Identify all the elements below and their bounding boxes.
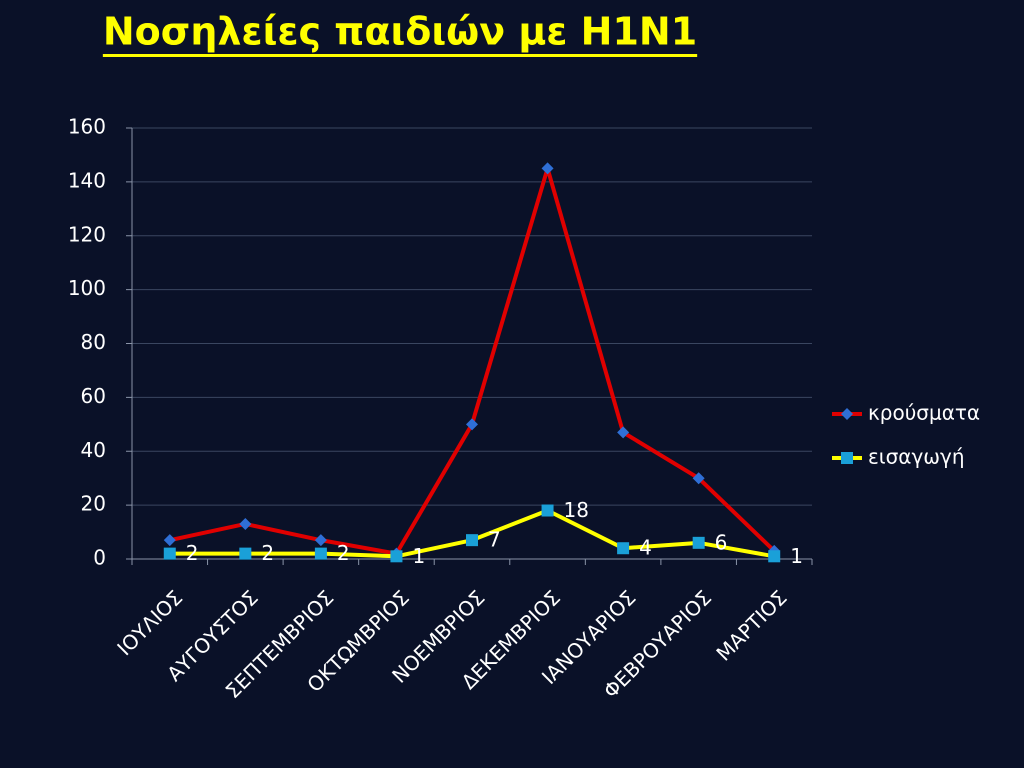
data-label: 1	[790, 544, 803, 568]
data-point	[617, 426, 630, 439]
data-point	[163, 547, 176, 560]
data-label: 6	[715, 530, 728, 554]
y-tick-label: 40	[81, 438, 106, 462]
data-point	[163, 534, 176, 547]
data-label: 18	[564, 498, 589, 522]
y-tick-label: 160	[68, 115, 106, 139]
data-label: 2	[261, 541, 274, 565]
data-point	[541, 504, 554, 517]
data-point	[541, 162, 554, 175]
legend-marker	[841, 452, 853, 464]
data-point	[466, 418, 478, 431]
data-point	[617, 542, 630, 555]
y-tick-label: 140	[68, 168, 106, 192]
legend-label: εισαγωγή	[868, 445, 965, 469]
legend-label: κρούσματα	[868, 401, 980, 425]
data-label: 1	[412, 544, 425, 568]
data-point	[314, 534, 327, 547]
data-point	[768, 550, 781, 563]
chart-title: Νοσηλείες παιδιών με Η1Ν1	[103, 10, 697, 54]
y-tick-label: 120	[68, 222, 106, 246]
y-tick-label: 20	[81, 492, 106, 516]
y-tick-label: 100	[68, 276, 106, 300]
data-label: 2	[186, 541, 199, 565]
data-point	[390, 550, 403, 563]
data-point	[239, 517, 252, 530]
data-label: 4	[639, 536, 652, 560]
data-label: 7	[488, 528, 501, 552]
data-point	[692, 536, 705, 549]
y-tick-label: 60	[81, 384, 106, 408]
data-point	[239, 547, 252, 560]
data-label: 2	[337, 541, 350, 565]
y-tick-label: 0	[93, 546, 106, 570]
data-point	[314, 547, 327, 560]
data-point	[692, 472, 705, 485]
legend-marker	[841, 408, 853, 420]
y-tick-label: 80	[81, 330, 106, 354]
data-point	[466, 534, 478, 547]
